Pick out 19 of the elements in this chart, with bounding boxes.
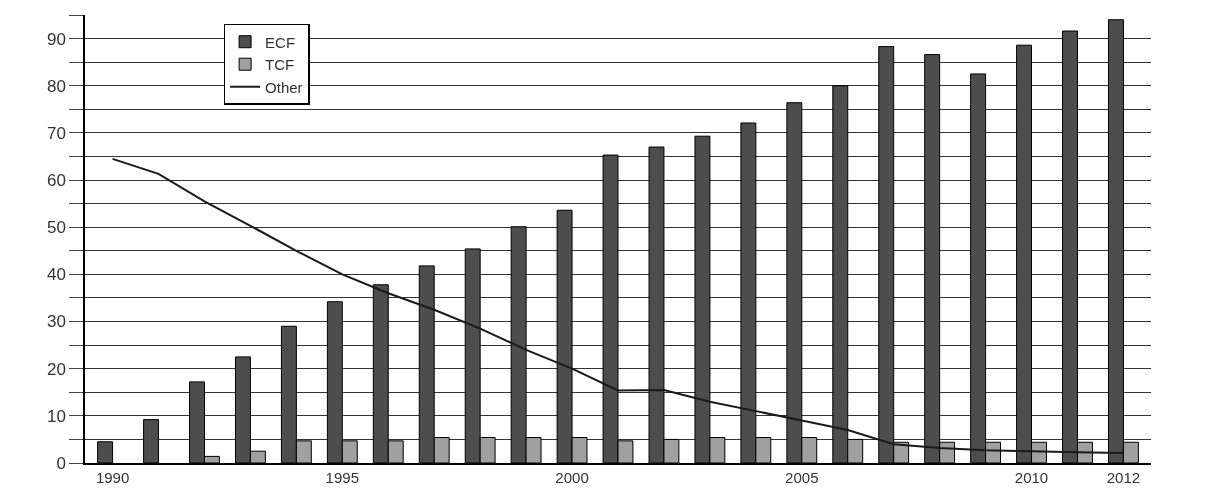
y-tick-label: 60	[46, 171, 66, 190]
y-tick-label: 40	[46, 265, 66, 285]
x-tick-label: 1995	[325, 468, 359, 486]
x-tick-label: 2005	[785, 468, 819, 486]
y-tick-label: 20	[46, 359, 66, 379]
y-tick-label: 80	[46, 76, 66, 96]
y-tick-label: 90	[46, 29, 66, 49]
y-tick-label: 10	[46, 406, 66, 426]
y-tick-label: 50	[46, 218, 66, 238]
legend-label: Other	[265, 78, 303, 96]
x-tick-label: 1990	[95, 468, 130, 486]
x-tick-label: 2000	[555, 468, 589, 486]
x-tick-label: 2012	[1106, 468, 1141, 486]
legend-label: ECF	[265, 33, 296, 51]
y-tick-label: 30	[46, 312, 66, 332]
x-tick-label: 2010	[1014, 468, 1049, 486]
y-tick-label: 70	[46, 123, 66, 143]
y-tick-label: 0	[56, 453, 66, 473]
legend-label: TCF	[265, 56, 295, 74]
